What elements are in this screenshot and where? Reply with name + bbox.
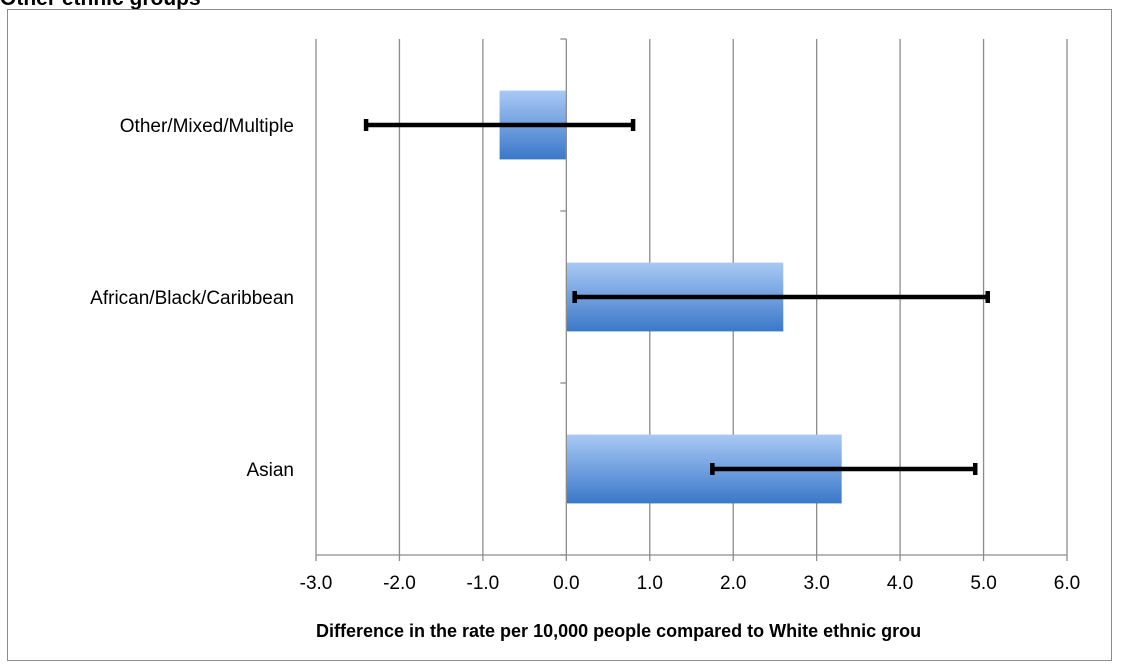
x-tick-label: -1.0 (467, 573, 500, 594)
category-label: African/Black/Caribbean (90, 288, 294, 309)
x-tick-label: -3.0 (300, 573, 333, 594)
x-axis-title: Difference in the rate per 10,000 people… (316, 621, 921, 641)
x-tick-label: -2.0 (383, 573, 416, 594)
bar-chart: -3.0 -2.0 -1.0 0.0 1.0 2.0 3.0 4.0 5.0 6.0 Other/M… (90, 38, 1080, 641)
chart-title: Other ethnic groups (0, 0, 1121, 11)
x-tick-label: 1.0 (637, 573, 663, 594)
x-tick-label: 4.0 (887, 573, 913, 594)
x-tick-label: 5.0 (970, 573, 996, 594)
x-tick-label: 3.0 (803, 573, 829, 594)
category-label: Other/Mixed/Multiple (120, 116, 294, 137)
chart-frame: -3.0 -2.0 -1.0 0.0 1.0 2.0 3.0 4.0 5.0 6.0 Other/M… (7, 9, 1112, 661)
x-tick-label: 6.0 (1054, 573, 1080, 594)
x-tick-label: 2.0 (720, 573, 746, 594)
category-label: Asian (246, 460, 294, 481)
x-tick-label: 0.0 (553, 573, 579, 594)
